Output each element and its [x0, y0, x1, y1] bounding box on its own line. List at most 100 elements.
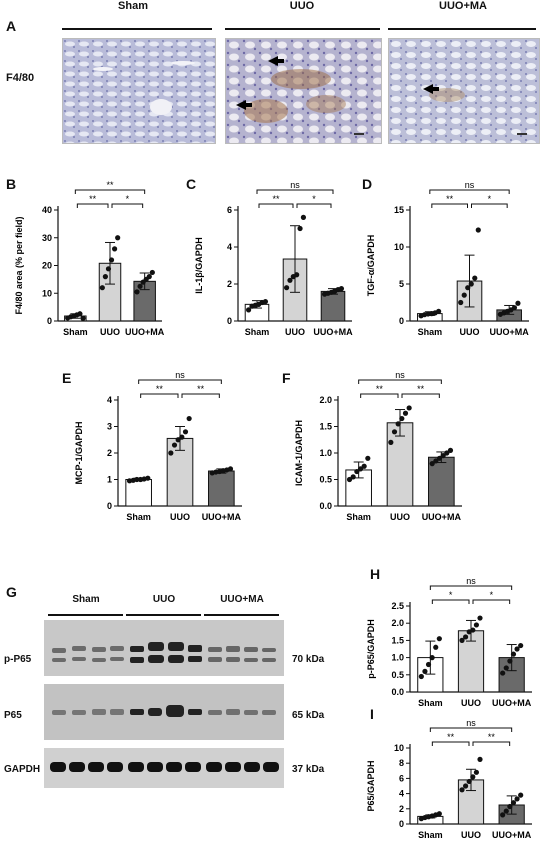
chart-b-xtick-label-0: Sham: [63, 327, 88, 337]
chart-f-ytick-label: 1.0: [319, 448, 332, 458]
chart-i-point: [466, 778, 472, 785]
chart-f-point: [433, 458, 439, 464]
chart-c-ytick-label: 4: [227, 242, 232, 252]
chart-i-point: [436, 811, 442, 817]
chart-c-sig-bracket: [256, 189, 334, 194]
chart-c-point: [262, 298, 269, 305]
chart-e-bar-2: [208, 470, 235, 507]
chart-h-point: [433, 644, 439, 650]
chart-e-point: [145, 475, 151, 481]
chart-e-point: [134, 476, 140, 483]
chart-h: p-P65/GAPDH 0.0 0.5 1.0 1.5 2.0 2.5 Sham UUO UUO+…: [366, 576, 532, 708]
chart-f-ylabel: ICAM-1/GAPDH: [294, 420, 304, 486]
chart-e-sig-label: **: [156, 384, 164, 394]
chart-d-ylabel: TGF-α/GAPDH: [366, 235, 376, 297]
chart-d-sig-label: **: [446, 194, 454, 204]
panel-a-group-sham: Sham: [118, 0, 148, 12]
chart-f-sig-bracket: [360, 393, 399, 398]
chart-i-point: [462, 783, 469, 789]
chart-b-xtick-label-1: UUO: [100, 327, 120, 337]
chart-d-point: [475, 227, 481, 233]
chart-f-sig-bracket: [401, 393, 440, 398]
chart-h-sig-bracket: [472, 599, 511, 604]
chart-e: MCP-1/GAPDH 0 1 2 3 4 Sham UUO UUO+MA ns ** **: [74, 370, 242, 522]
chart-h-point: [503, 665, 509, 671]
chart-e-sig-bracket: [138, 379, 222, 384]
chart-c-ytick-label: 2: [227, 279, 232, 289]
chart-e-xtick-label-1: UUO: [170, 512, 190, 522]
chart-f-point: [402, 410, 409, 416]
chart-f: ICAM-1/GAPDH 0.0 0.5 1.0 1.5 2.0 Sham UUO UUO+MA…: [294, 370, 462, 522]
chart-d-ytick-label: 0: [399, 316, 404, 326]
chart-d-xtick-label-2: UUO+MA: [490, 327, 530, 337]
chart-f-ytick-label: 2.0: [319, 395, 332, 405]
chart-d-sig-bracket: [431, 203, 468, 208]
blot-kda-p65: 65 kDa: [292, 710, 325, 721]
chart-f-point: [357, 466, 364, 472]
chart-h-sig-bracket: [431, 599, 470, 604]
chart-i-point: [473, 769, 480, 775]
chart-f-ytick-label: 1.5: [319, 422, 332, 432]
chart-f-xtick-label-1: UUO: [390, 512, 410, 522]
chart-f-sig-label: **: [417, 384, 425, 394]
chart-i-point: [470, 774, 476, 780]
chart-h-point: [500, 670, 506, 676]
chart-e-sig-bracket: [181, 393, 220, 398]
panel-a-group-uuoma: UUO+MA: [439, 0, 487, 12]
western-blot: [44, 620, 284, 788]
chart-i-sig-bracket: [429, 727, 513, 732]
blot-uuoma-line: [204, 614, 279, 616]
chart-i: P65/GAPDH 0 2 4 6 8 10 Sham UUO UUO+MA ns ** **: [366, 718, 532, 840]
chart-f-point: [447, 447, 454, 453]
chart-d-sig-label: ns: [465, 180, 475, 190]
chart-h-ytick-label: 0.5: [391, 670, 404, 680]
chart-b-point: [80, 315, 86, 321]
chart-d-point: [472, 275, 478, 281]
chart-f-point: [436, 455, 443, 461]
chart-i-ylabel: P65/GAPDH: [366, 760, 376, 811]
chart-e-sig-label: ns: [175, 370, 185, 380]
chart-h-point: [477, 615, 483, 621]
chart-d-point: [458, 299, 464, 306]
chart-h-sig-label: *: [490, 590, 494, 600]
chart-h-sig-bracket: [429, 585, 513, 590]
chart-e-ylabel: MCP-1/GAPDH: [74, 421, 84, 484]
chart-f-sig-bracket: [358, 379, 442, 384]
chart-i-point: [477, 756, 483, 762]
chart-c-sig-label: *: [312, 194, 316, 204]
chart-f-point: [406, 405, 412, 411]
chart-f-point: [391, 429, 398, 435]
chart-e-xtick-label-0: Sham: [126, 512, 151, 522]
chart-f-point: [444, 450, 450, 456]
chart-b-point: [77, 311, 83, 317]
chart-h-point: [418, 673, 424, 680]
chart-c-xtick-label-0: Sham: [245, 327, 270, 337]
chart-h-point: [429, 655, 435, 661]
chart-h-point: [459, 637, 465, 643]
blot-uuo-line: [126, 614, 201, 616]
chart-b: F4/80 area (% per field) 0 10 20 30 40 Sham UUO…: [14, 180, 165, 337]
chart-h-point: [510, 651, 517, 657]
chart-d-ytick-label: 5: [399, 279, 404, 289]
chart-b-sig-bracket: [74, 189, 146, 194]
chart-i-xtick-label-2: UUO+MA: [492, 830, 532, 840]
chart-c-point: [283, 285, 290, 291]
chart-f-point: [429, 461, 435, 467]
chart-d-point: [436, 308, 442, 314]
chart-h-ytick-label: 1.0: [391, 653, 404, 663]
panel-letter-g: G: [6, 584, 17, 600]
chart-f-xtick-label-2: UUO+MA: [422, 512, 462, 522]
chart-f-sig-label: ns: [395, 370, 405, 380]
chart-h-ytick-label: 2.0: [391, 618, 404, 628]
chart-d-point: [465, 285, 471, 291]
chart-c-ylabel: IL-1β/GAPDH: [194, 237, 204, 294]
blot-sham-line: [48, 614, 123, 616]
chart-h-xtick-label-0: Sham: [418, 698, 443, 708]
panel-letter-e: E: [62, 370, 72, 386]
chart-c-ytick-label: 0: [227, 316, 232, 326]
blot-kda-p-p65: 70 kDa: [292, 654, 325, 665]
chart-f-point: [350, 474, 356, 480]
panel-letter-b: B: [6, 176, 17, 192]
